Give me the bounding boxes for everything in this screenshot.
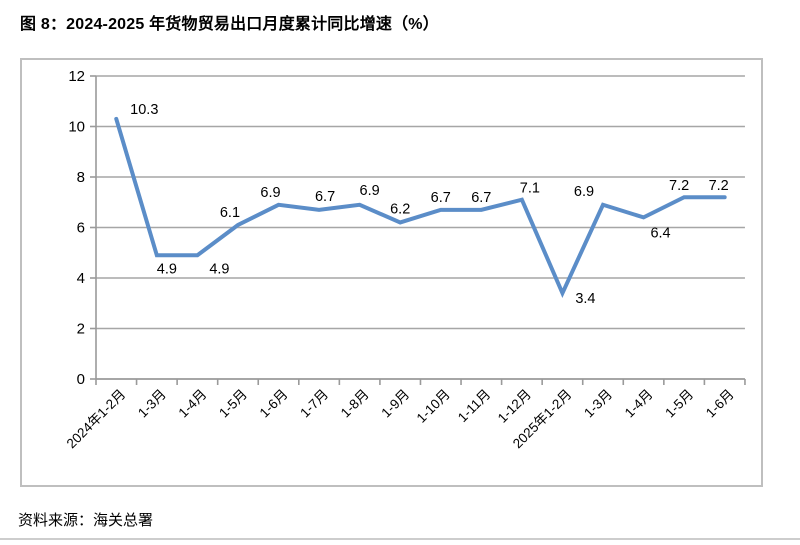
data-label: 6.9 xyxy=(360,183,380,199)
figure-title: 图 8：2024-2025 年货物贸易出口月度累计同比增速（%） xyxy=(20,16,439,33)
y-tick-label: 8 xyxy=(77,169,85,186)
x-tick-label: 2024年1-2月 xyxy=(64,387,129,452)
y-tick-label: 0 xyxy=(77,371,85,388)
data-label: 4.9 xyxy=(157,261,177,277)
x-tick-label: 1-4月 xyxy=(622,387,656,421)
y-tick-label: 10 xyxy=(68,119,85,136)
x-tick-label: 1-4月 xyxy=(176,387,210,421)
x-tick-label: 1-9月 xyxy=(378,387,412,421)
data-label: 3.4 xyxy=(575,291,595,307)
y-tick-label: 4 xyxy=(77,270,85,287)
x-tick-label: 1-6月 xyxy=(703,387,737,421)
data-label: 6.1 xyxy=(220,205,240,221)
x-tick-label: 1-5月 xyxy=(662,387,696,421)
x-tick-label: 1-11月 xyxy=(455,387,494,426)
data-label: 7.1 xyxy=(520,181,540,197)
chart-frame: 0 2 4 6 8 10 12 2024年1-2月 1-3月 1-4月 1-5月 1-6月 1-7月 1-… xyxy=(20,58,763,487)
bottom-divider xyxy=(0,538,800,540)
data-label: 6.9 xyxy=(260,185,280,201)
data-label: 6.7 xyxy=(315,189,335,205)
data-label: 7.2 xyxy=(669,178,689,194)
data-label: 6.2 xyxy=(390,201,410,217)
x-tick-label: 1-8月 xyxy=(338,387,372,421)
data-label: 7.2 xyxy=(709,178,729,194)
data-label: 6.7 xyxy=(431,190,451,206)
y-tick-label: 12 xyxy=(68,68,85,85)
x-tick-label: 1-3月 xyxy=(581,387,615,421)
data-label: 4.9 xyxy=(209,261,229,277)
x-tick-label: 1-7月 xyxy=(297,387,331,421)
x-tick-label: 1-10月 xyxy=(414,387,453,426)
series-line xyxy=(114,116,727,299)
y-tick-label: 2 xyxy=(77,321,85,338)
y-tick-label: 6 xyxy=(77,220,85,237)
source-note: 资料来源：海关总署 xyxy=(18,512,154,529)
x-tick-label: 1-6月 xyxy=(257,387,291,421)
data-label: 6.7 xyxy=(471,190,491,206)
x-tick-label: 1-5月 xyxy=(216,387,250,421)
data-label: 10.3 xyxy=(130,102,158,118)
data-label: 6.9 xyxy=(574,184,594,200)
x-tick-label: 1-3月 xyxy=(135,387,169,421)
x-tick-label: 1-12月 xyxy=(495,387,534,426)
data-label: 6.4 xyxy=(650,225,670,241)
